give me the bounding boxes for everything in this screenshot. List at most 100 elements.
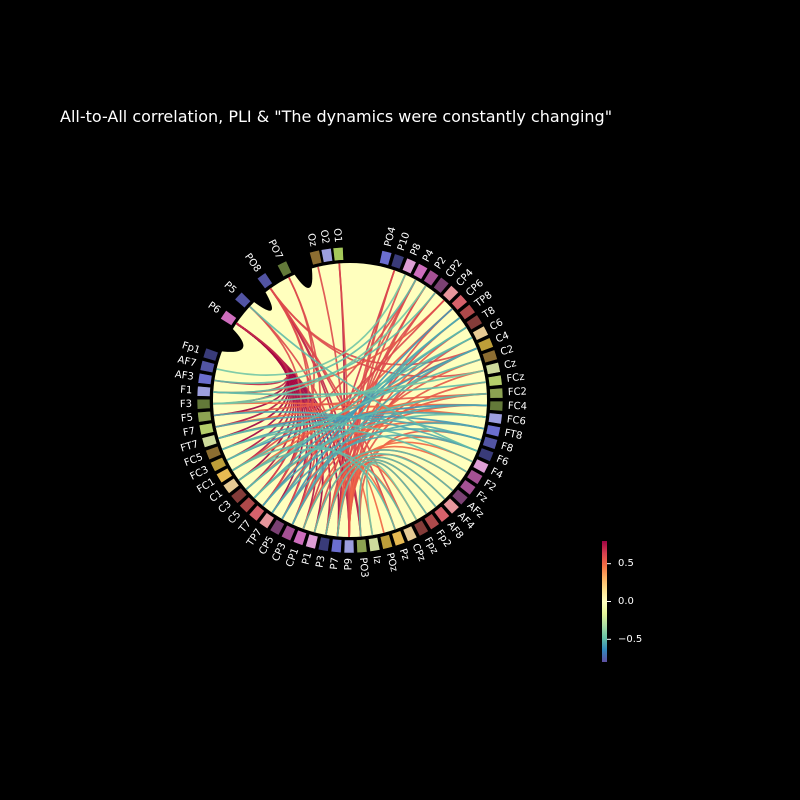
node-FC5: [205, 445, 222, 461]
connection-FC3-C6: [226, 336, 473, 461]
connection-F5-FC2: [213, 392, 487, 417]
node-AF7: [199, 360, 216, 374]
connection-FC1-C2: [232, 358, 482, 472]
nodes-group: [196, 246, 504, 554]
node-T8: [465, 314, 483, 331]
connection-C5-FC6: [253, 413, 487, 499]
node-P10: [390, 253, 405, 270]
node-Fpz: [413, 519, 429, 537]
connection-FC5-F2: [221, 428, 468, 473]
node-PO8: [256, 272, 273, 290]
connection-PO3-Fp2: [358, 461, 428, 537]
connection-F5-F6: [213, 410, 478, 452]
node-CP1: [292, 529, 308, 546]
node-label-P5: P5: [222, 280, 239, 297]
node-CP6: [450, 293, 468, 311]
node-O2: [320, 247, 334, 263]
node-label-FC6: FC6: [506, 414, 526, 427]
node-CP3: [280, 524, 296, 542]
node-label-FC2: FC2: [508, 386, 528, 398]
node-C2: [481, 349, 498, 364]
connection-P1-AFz: [313, 453, 454, 533]
colorbar-gradient: [602, 541, 607, 662]
node-FC3: [209, 456, 227, 473]
colorbar-ticks: 0.5 0.0 −0.5: [607, 558, 642, 645]
node-P2: [423, 269, 440, 287]
node-label-AF3: AF3: [174, 369, 194, 383]
node-label-P9: P9: [343, 558, 354, 570]
connection-F3-P2: [213, 285, 427, 405]
node-F2: [466, 469, 484, 485]
node-FT7: [201, 434, 218, 449]
colorbar: 0.5 0.0 −0.5: [602, 541, 642, 662]
node-F4: [472, 458, 490, 474]
node-P3: [317, 536, 331, 552]
node-P5: [234, 291, 252, 309]
connection-FT7-F4: [218, 422, 473, 463]
node-label-O1: O1: [331, 228, 343, 243]
node-F6: [477, 447, 495, 463]
connection-F3-Cz: [213, 369, 484, 405]
connection-T7-F8: [262, 428, 482, 507]
node-C1: [222, 477, 240, 495]
node-AF4: [442, 497, 460, 515]
node-label-O2: O2: [318, 229, 331, 245]
node-label-PO3: PO3: [357, 557, 370, 578]
node-FCz: [487, 374, 503, 387]
connection-CP5-CP6: [281, 308, 453, 520]
node-Fp2: [423, 513, 440, 531]
connection-AF7-P8: [216, 274, 407, 376]
node-label-F5: F5: [180, 412, 193, 424]
node-P6: [219, 309, 238, 327]
node-label-POz: POz: [384, 552, 399, 573]
connection-CP5-FT8: [281, 422, 485, 520]
node-P8: [401, 257, 417, 275]
node-label-FT8: FT8: [503, 428, 523, 443]
node-label-Iz: Iz: [370, 555, 382, 565]
connection-TP7-F6: [271, 434, 478, 514]
node-PO3: [356, 538, 368, 554]
node-label-Oz: Oz: [305, 232, 319, 247]
connection-Oz-P9: [317, 266, 350, 538]
node-label-PO4: PO4: [383, 226, 399, 248]
node-FC4: [489, 400, 504, 412]
node-label-P7: P7: [329, 557, 341, 570]
connection-PO7-T7: [262, 277, 315, 507]
node-Pz: [391, 530, 406, 547]
node-POz: [379, 534, 394, 550]
node-F5: [197, 410, 212, 423]
connection-Iz-Fpz: [365, 462, 418, 536]
node-FC6: [487, 412, 503, 425]
node-label-FC4: FC4: [508, 401, 528, 413]
node-FC2: [489, 387, 504, 399]
node-label-C4: C4: [494, 330, 511, 345]
node-label-P8: P8: [409, 242, 424, 258]
node-AF3: [197, 372, 213, 385]
node-CP5: [269, 518, 286, 536]
node-label-C6: C6: [488, 317, 505, 333]
node-label-PO8: PO8: [242, 252, 263, 275]
node-FT8: [485, 424, 501, 438]
node-label-P3: P3: [315, 555, 328, 569]
node-FC1: [215, 467, 233, 484]
node-Fz: [459, 479, 477, 496]
node-label-F1: F1: [180, 385, 193, 397]
node-label-Pz: Pz: [397, 547, 411, 561]
node-TP8: [458, 303, 476, 321]
node-CP2: [432, 276, 450, 294]
node-label-AF7: AF7: [176, 355, 197, 370]
node-F3: [196, 398, 211, 410]
node-label-P4: P4: [421, 248, 437, 264]
colorbar-tick-label-0: 0.5: [618, 558, 634, 569]
node-label-F4: F4: [489, 466, 505, 481]
connections-group: [213, 263, 487, 538]
node-Cz: [485, 361, 501, 375]
node-label-F8: F8: [500, 441, 515, 455]
group-gap-2: [216, 325, 244, 352]
node-F1: [196, 385, 211, 397]
colorbar-tick-label-2: −0.5: [618, 634, 642, 645]
node-F8: [482, 436, 499, 450]
node-P1: [305, 533, 319, 550]
colorbar-tick-label-1: 0.0: [618, 596, 634, 607]
